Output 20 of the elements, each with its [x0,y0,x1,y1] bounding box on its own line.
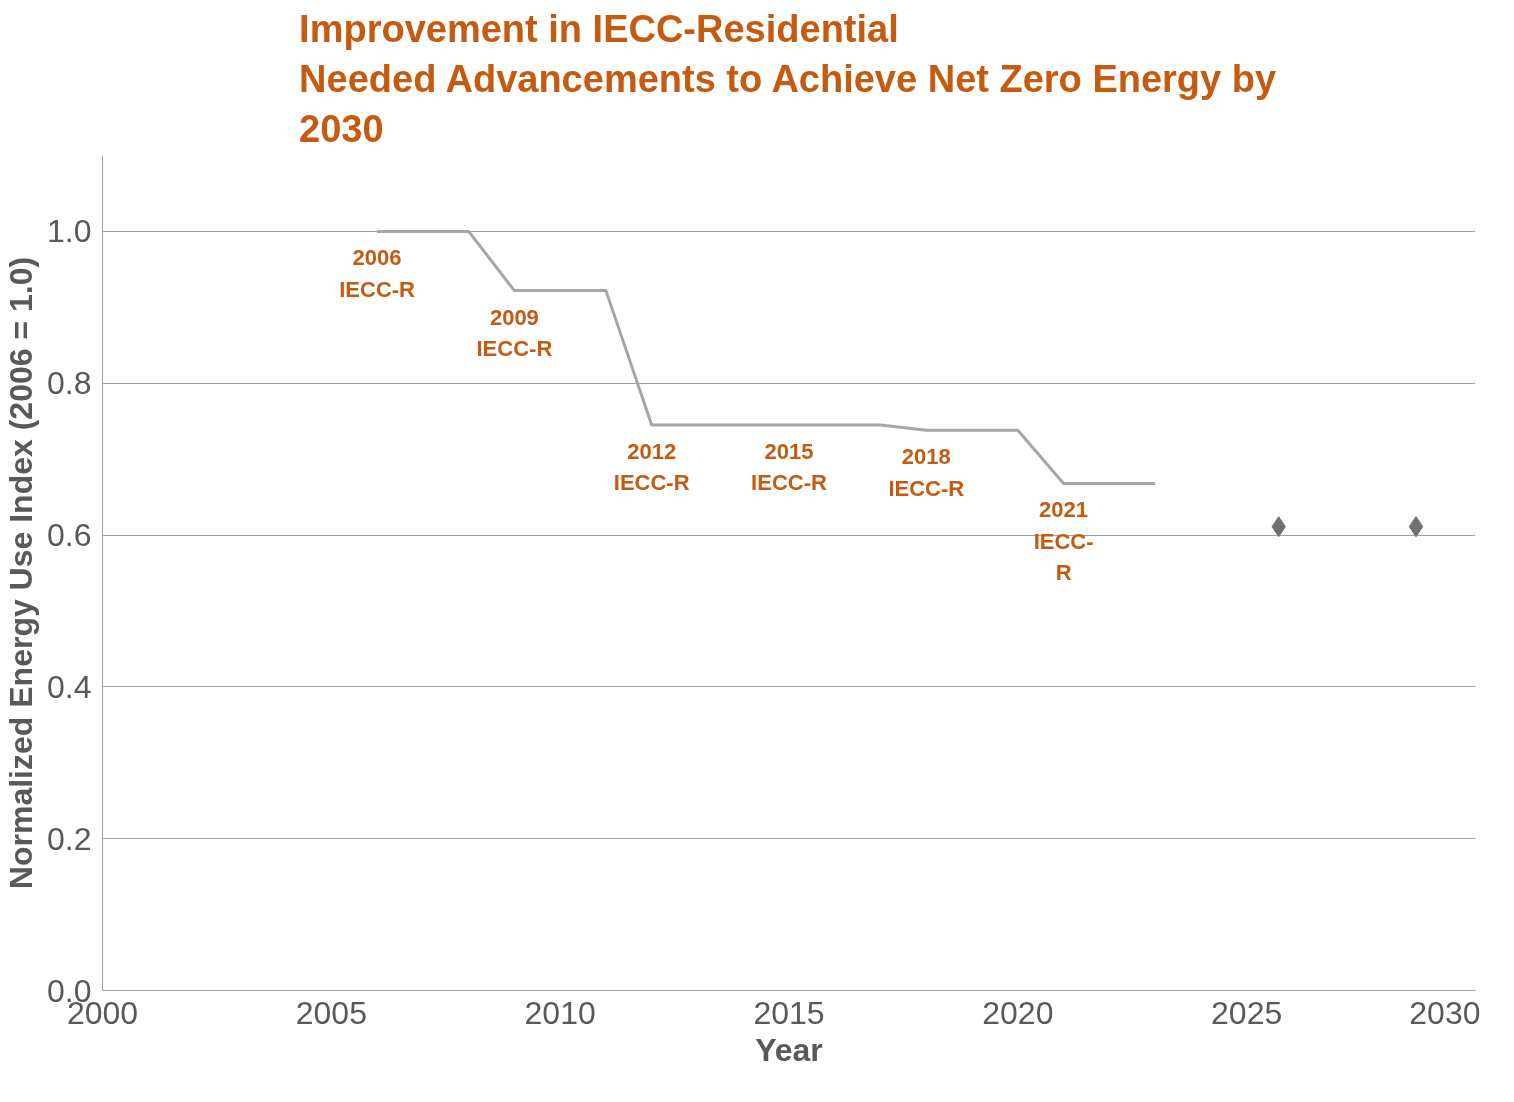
y-tick-label: 0.8 [47,365,92,402]
x-tick-label: 2010 [524,994,596,1031]
y-tick-label: 0.2 [47,820,92,857]
x-tick-label: 2015 [753,994,825,1031]
y-axis-title: Normalized Energy Use Index (2006 = 1.0) [3,256,40,890]
x-tick-label: 2020 [982,994,1054,1031]
annotation: 2018 IECC-R [888,444,965,501]
annotation: 2006 IECC-R [339,245,416,302]
x-axis-title: Year [755,1031,823,1068]
annotation: 2015 IECC-R [751,438,827,496]
x-tick-label: 2030 [1409,994,1481,1031]
y-tick-label: 1.0 [47,213,92,250]
y-tick-label: 0.6 [47,517,92,554]
annotation: 2021 IECC- R [1033,497,1094,585]
x-tick-label: 2005 [295,994,367,1031]
annotation: 2009 IECC-R [476,304,553,361]
y-tick-label: 0.4 [47,668,92,705]
annotation: 2012 IECC-R [613,438,690,496]
chart-title: Improvement in IECC-Residential Needed Advancements to Achieve Net Zero Energy by 2030 [299,7,1277,151]
x-tick-label: 2025 [1211,994,1283,1031]
